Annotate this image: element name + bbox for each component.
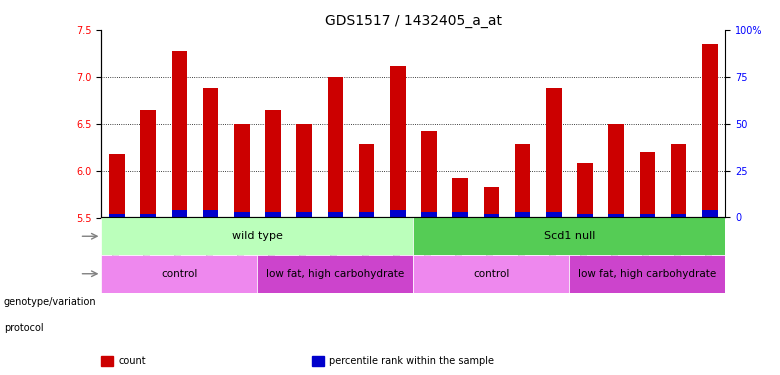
- Bar: [140, 110, 156, 218]
- Text: genotype/variation: genotype/variation: [4, 297, 97, 307]
- Bar: [359, 144, 374, 218]
- Bar: [421, 212, 437, 217]
- Bar: [515, 212, 530, 217]
- Bar: [702, 210, 718, 218]
- FancyBboxPatch shape: [413, 255, 569, 292]
- Text: protocol: protocol: [4, 323, 44, 333]
- Bar: [671, 214, 686, 217]
- Bar: [109, 214, 125, 217]
- Text: count: count: [119, 356, 146, 366]
- Bar: [203, 88, 218, 218]
- FancyBboxPatch shape: [569, 255, 725, 292]
- Bar: [109, 154, 125, 218]
- Bar: [640, 214, 655, 217]
- Bar: [577, 163, 593, 218]
- Bar: [640, 152, 655, 217]
- Bar: [234, 124, 250, 218]
- Bar: [203, 210, 218, 218]
- Bar: [390, 210, 406, 218]
- Bar: [265, 212, 281, 217]
- Text: Scd1 null: Scd1 null: [544, 231, 595, 241]
- Text: wild type: wild type: [232, 231, 283, 241]
- Bar: [390, 66, 406, 218]
- Bar: [608, 124, 624, 218]
- Bar: [140, 214, 156, 217]
- Bar: [359, 212, 374, 217]
- Bar: [546, 88, 562, 218]
- Bar: [484, 214, 499, 217]
- Bar: [671, 144, 686, 218]
- Bar: [546, 212, 562, 217]
- Bar: [328, 212, 343, 217]
- Title: GDS1517 / 1432405_a_at: GDS1517 / 1432405_a_at: [325, 13, 502, 28]
- Bar: [515, 144, 530, 218]
- Bar: [577, 214, 593, 217]
- Text: low fat, high carbohydrate: low fat, high carbohydrate: [266, 269, 405, 279]
- Bar: [328, 77, 343, 218]
- FancyBboxPatch shape: [413, 217, 725, 255]
- Bar: [484, 188, 499, 218]
- Bar: [296, 124, 312, 218]
- FancyBboxPatch shape: [257, 255, 413, 292]
- FancyBboxPatch shape: [101, 255, 257, 292]
- FancyBboxPatch shape: [101, 217, 413, 255]
- Bar: [265, 110, 281, 218]
- Bar: [172, 210, 187, 218]
- Bar: [702, 44, 718, 218]
- Bar: [172, 51, 187, 217]
- Text: control: control: [473, 269, 509, 279]
- Bar: [234, 212, 250, 217]
- Bar: [421, 131, 437, 218]
- Text: percentile rank within the sample: percentile rank within the sample: [329, 356, 495, 366]
- Bar: [296, 212, 312, 217]
- Text: low fat, high carbohydrate: low fat, high carbohydrate: [578, 269, 717, 279]
- Text: control: control: [161, 269, 197, 279]
- Bar: [608, 214, 624, 217]
- Bar: [452, 178, 468, 218]
- Bar: [452, 212, 468, 217]
